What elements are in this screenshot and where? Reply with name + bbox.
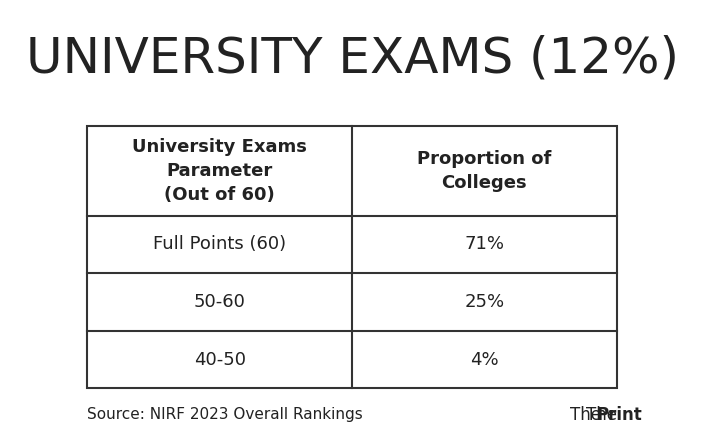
Text: 4%: 4%: [470, 351, 498, 368]
Text: University Exams
Parameter
(Out of 60): University Exams Parameter (Out of 60): [132, 138, 307, 203]
Text: Proportion of
Colleges: Proportion of Colleges: [417, 150, 551, 192]
Text: The: The: [586, 406, 617, 424]
Text: UNIVERSITY EXAMS (12%): UNIVERSITY EXAMS (12%): [25, 35, 679, 83]
Text: 25%: 25%: [465, 293, 505, 311]
Text: 50-60: 50-60: [194, 293, 246, 311]
Text: The: The: [570, 406, 601, 424]
Text: 71%: 71%: [465, 235, 504, 253]
Text: Source: NIRF 2023 Overall Rankings: Source: NIRF 2023 Overall Rankings: [87, 407, 363, 422]
Text: Full Points (60): Full Points (60): [153, 235, 287, 253]
Text: Print: Print: [596, 406, 642, 424]
Text: 40-50: 40-50: [194, 351, 246, 368]
